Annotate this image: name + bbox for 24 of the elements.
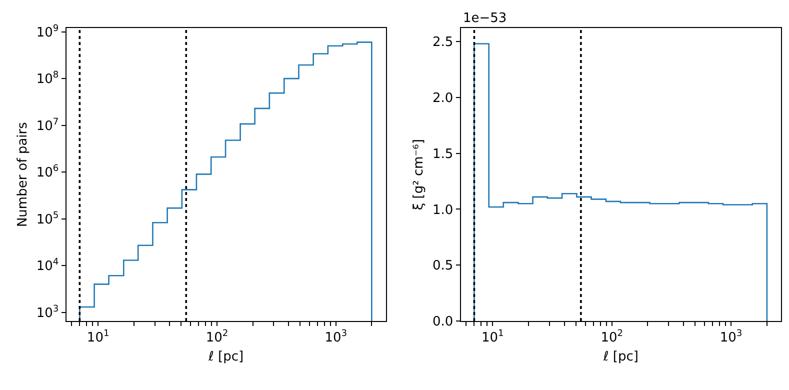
x-tick-label: 10$^{1}$ (482, 329, 504, 346)
y-tick-label: 0.0 (432, 314, 454, 330)
text: 1e−53 (463, 11, 507, 26)
y-tick-label: 1.5 (432, 146, 454, 162)
x-tick-label: 10$^{3}$ (324, 329, 348, 346)
y-tick-label: 10$^{4}$ (36, 258, 59, 274)
y-tick-label: 10$^{7}$ (36, 117, 59, 134)
y-axis-title: ξ [g² cm⁻⁶] (411, 139, 426, 210)
y-tick-label: 10$^{3}$ (36, 304, 59, 321)
y-tick-label: 2.0 (432, 91, 454, 106)
y-tick-label: 10$^{8}$ (36, 70, 59, 88)
y-axis-title: Number of pairs (15, 122, 30, 228)
x-tick-label: 10$^{3}$ (720, 329, 742, 346)
x-tick-label: 10$^{2}$ (206, 329, 228, 346)
x-axis-title: ℓ [pc] (602, 349, 638, 364)
y-tick-label: 1.0 (432, 202, 454, 218)
y-tick-label: 10$^{5}$ (36, 210, 59, 228)
y-tick-label: 2.5 (432, 35, 454, 50)
x-tick-label: 10$^{2}$ (600, 329, 624, 346)
x-tick-label: 10$^{1}$ (86, 329, 110, 346)
y-tick-label: 10$^{6}$ (36, 164, 59, 181)
y-tick-label: 10$^{9}$ (36, 24, 59, 40)
x-axis-title: ℓ [pc] (208, 349, 244, 364)
y-tick-label: 0.5 (432, 258, 454, 274)
